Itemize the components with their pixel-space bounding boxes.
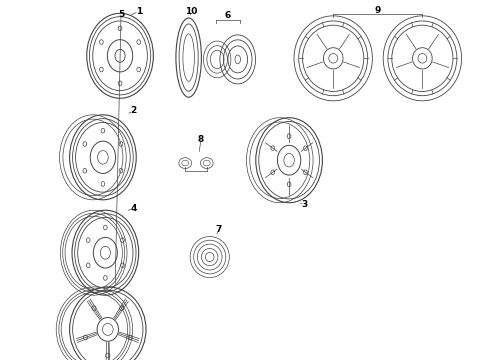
Text: 3: 3 [302, 200, 308, 209]
Text: 10: 10 [185, 7, 197, 16]
Text: 9: 9 [374, 6, 381, 15]
Text: 6: 6 [225, 12, 231, 21]
Text: 2: 2 [130, 107, 136, 116]
Text: 7: 7 [216, 225, 222, 234]
Text: 1: 1 [136, 7, 142, 16]
Text: 8: 8 [198, 135, 204, 144]
Text: 4: 4 [130, 204, 137, 213]
Text: 5: 5 [118, 10, 124, 19]
